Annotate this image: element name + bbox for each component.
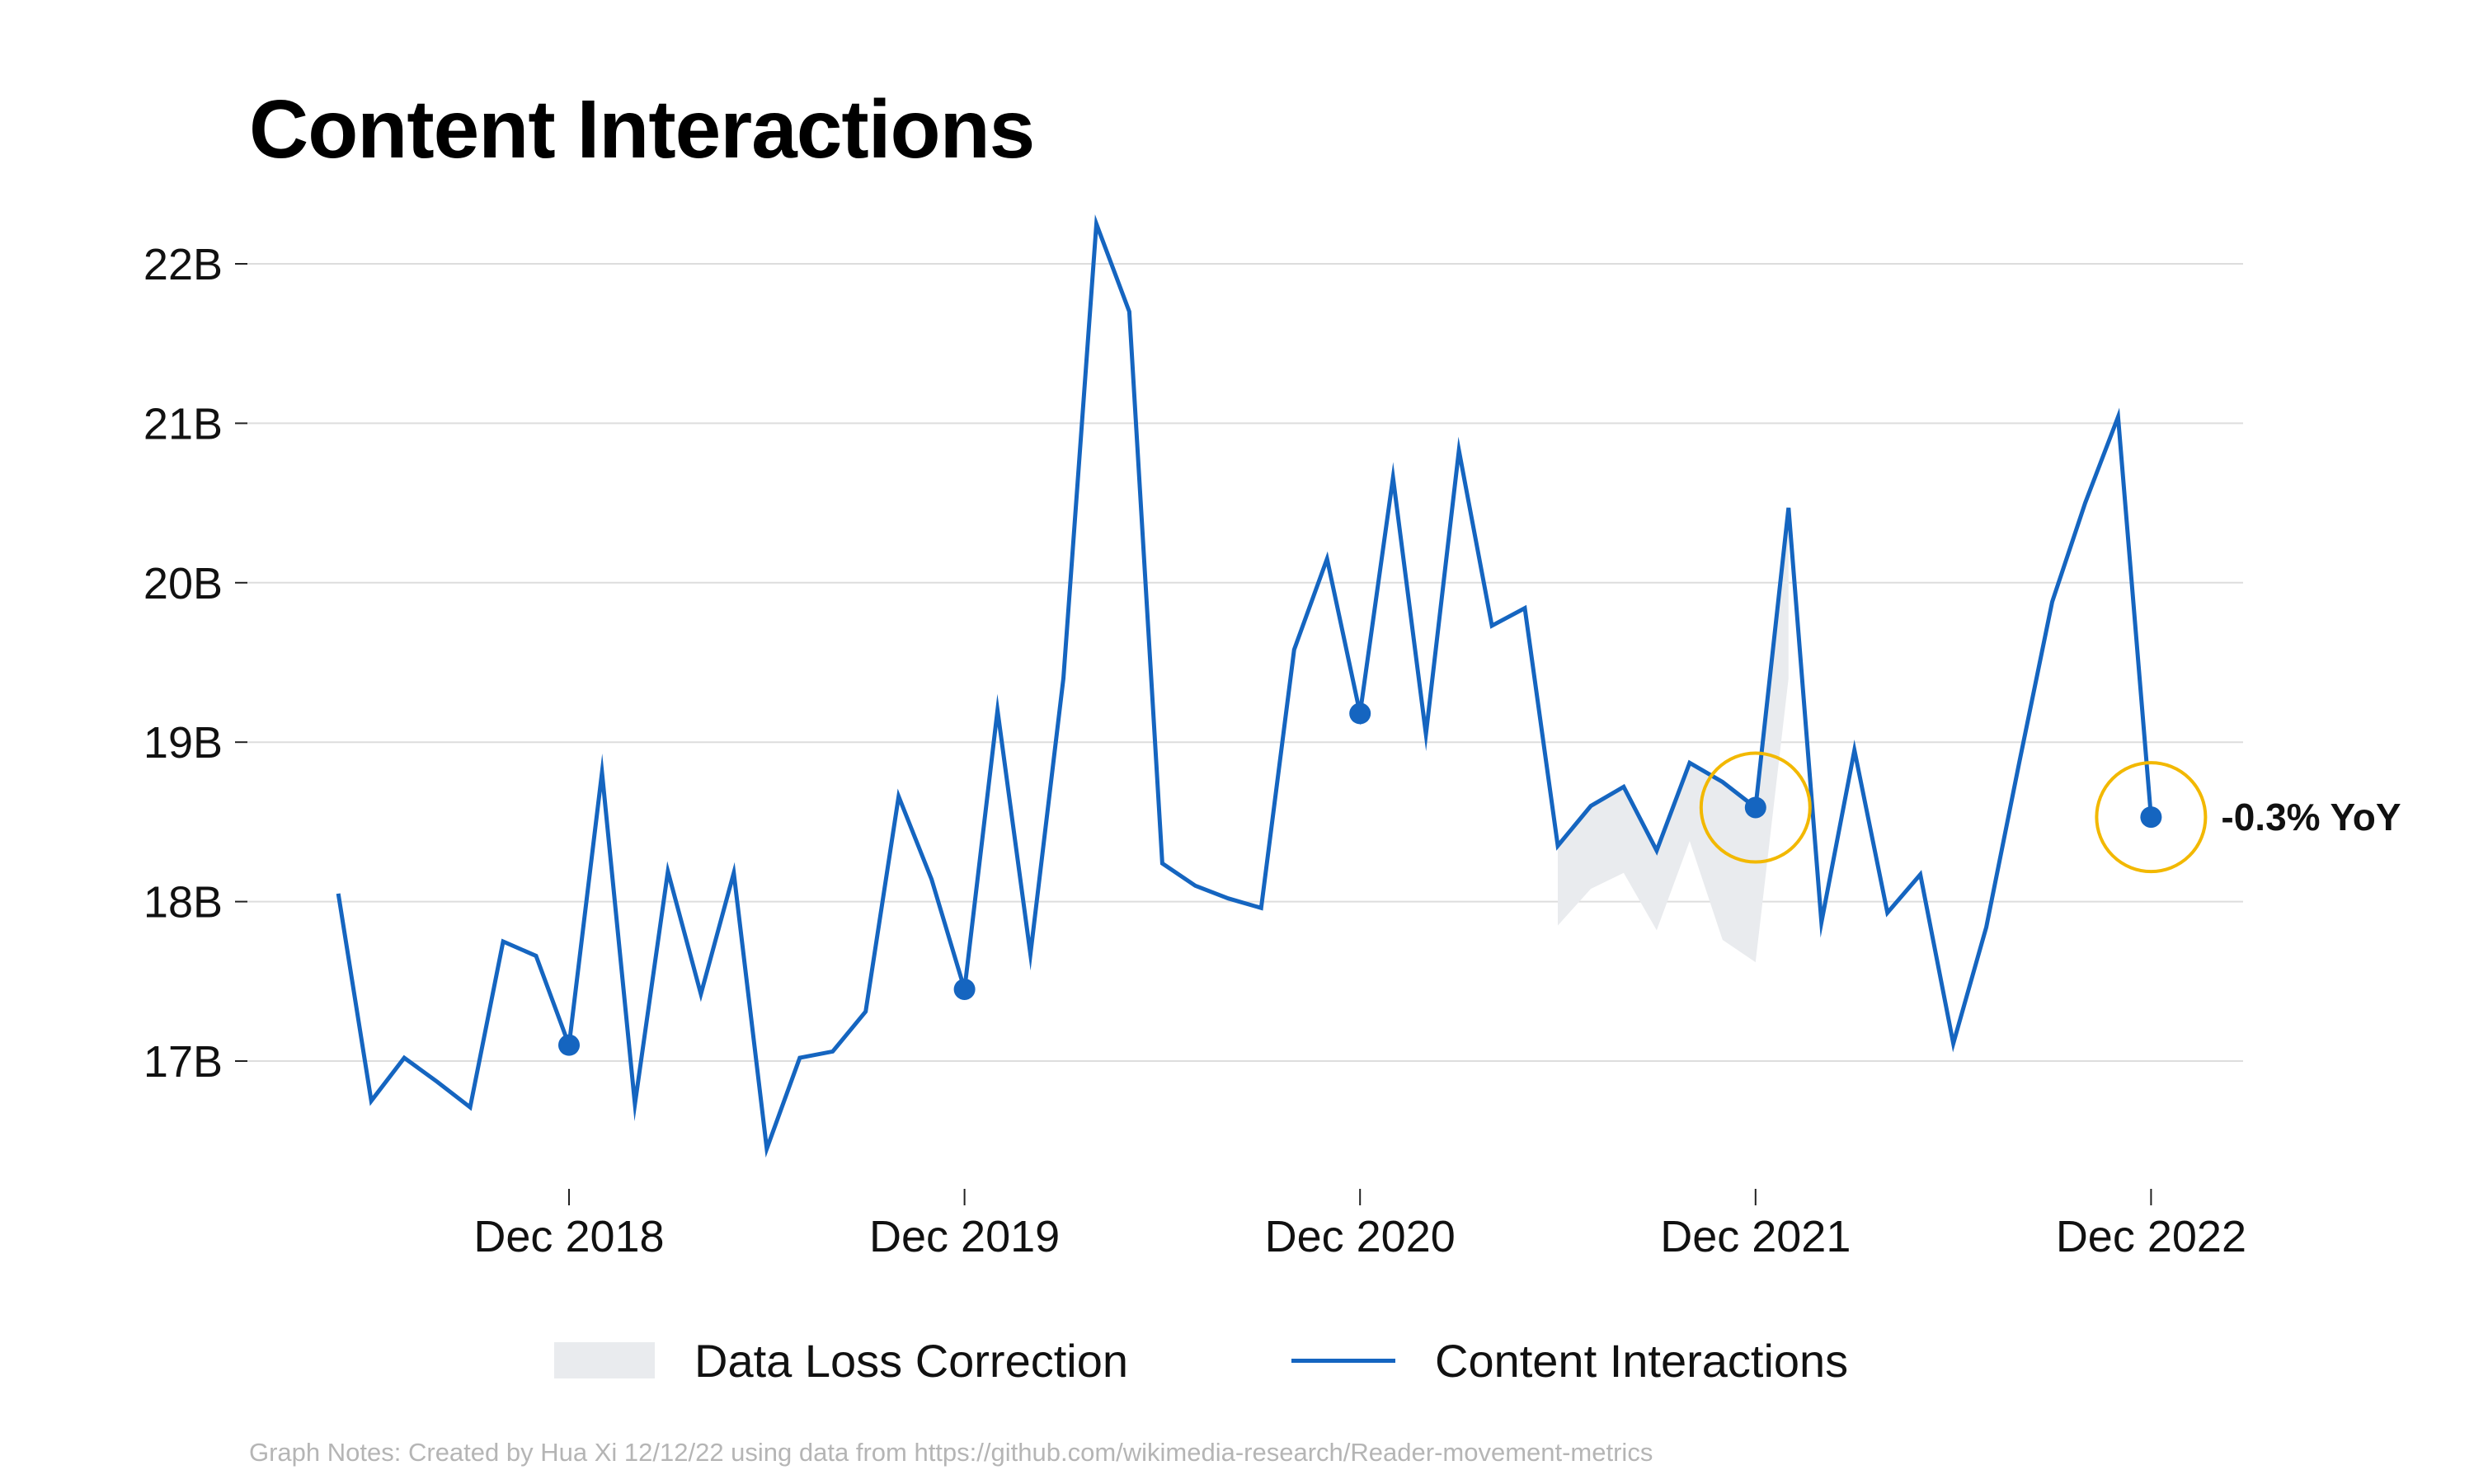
data-point-marker bbox=[953, 978, 976, 1000]
legend-item-band: Data Loss Correction bbox=[554, 1327, 1128, 1393]
band-swatch bbox=[554, 1342, 655, 1378]
ytick-label: 22B bbox=[143, 240, 223, 289]
legend: Data Loss Correction Content Interaction… bbox=[0, 1327, 2474, 1393]
ytick-label: 17B bbox=[143, 1037, 223, 1087]
xtick-label: Dec 2022 bbox=[2056, 1212, 2246, 1261]
axes: 17B 18B 19B 20B 21B 22B Dec 2018 Dec 2019 Dec 20… bbox=[143, 240, 2246, 1261]
xtick-label: Dec 2019 bbox=[869, 1212, 1060, 1261]
data-point-marker bbox=[1349, 702, 1371, 725]
legend-item-line: Content Interactions bbox=[1291, 1327, 1848, 1393]
highlight-ring bbox=[1699, 751, 1812, 864]
data-point-marker bbox=[1744, 796, 1766, 819]
xtick-label: Dec 2018 bbox=[473, 1212, 664, 1261]
ytick-label: 19B bbox=[143, 718, 223, 768]
legend-label-line: Content Interactions bbox=[1435, 1334, 1849, 1387]
ytick-label: 18B bbox=[143, 878, 223, 928]
series-line bbox=[336, 214, 2153, 1158]
xtick-label: Dec 2021 bbox=[1660, 1212, 1851, 1261]
line-swatch bbox=[1291, 1358, 1395, 1363]
content-interactions-series bbox=[336, 214, 2153, 1158]
ytick-label: 21B bbox=[143, 399, 223, 448]
data-loss-band bbox=[1558, 507, 1789, 963]
data-point-marker bbox=[2140, 806, 2162, 829]
yoy-annotation: -0.3% YoY bbox=[2221, 796, 2401, 838]
ytick-label: 20B bbox=[143, 559, 223, 608]
xtick-label: Dec 2020 bbox=[1265, 1212, 1456, 1261]
gridlines bbox=[247, 263, 2243, 1062]
chart-title: Content Interactions bbox=[249, 83, 1035, 176]
data-loss-correction-area bbox=[1558, 507, 1789, 963]
legend-label-band: Data Loss Correction bbox=[694, 1334, 1129, 1387]
graph-notes: Graph Notes: Created by Hua Xi 12/12/22 … bbox=[249, 1438, 1653, 1467]
highlight-ring bbox=[2095, 761, 2208, 874]
point-markers bbox=[558, 702, 2208, 1056]
annotations: -0.3% YoY bbox=[2221, 796, 2401, 838]
data-point-marker bbox=[558, 1034, 580, 1056]
